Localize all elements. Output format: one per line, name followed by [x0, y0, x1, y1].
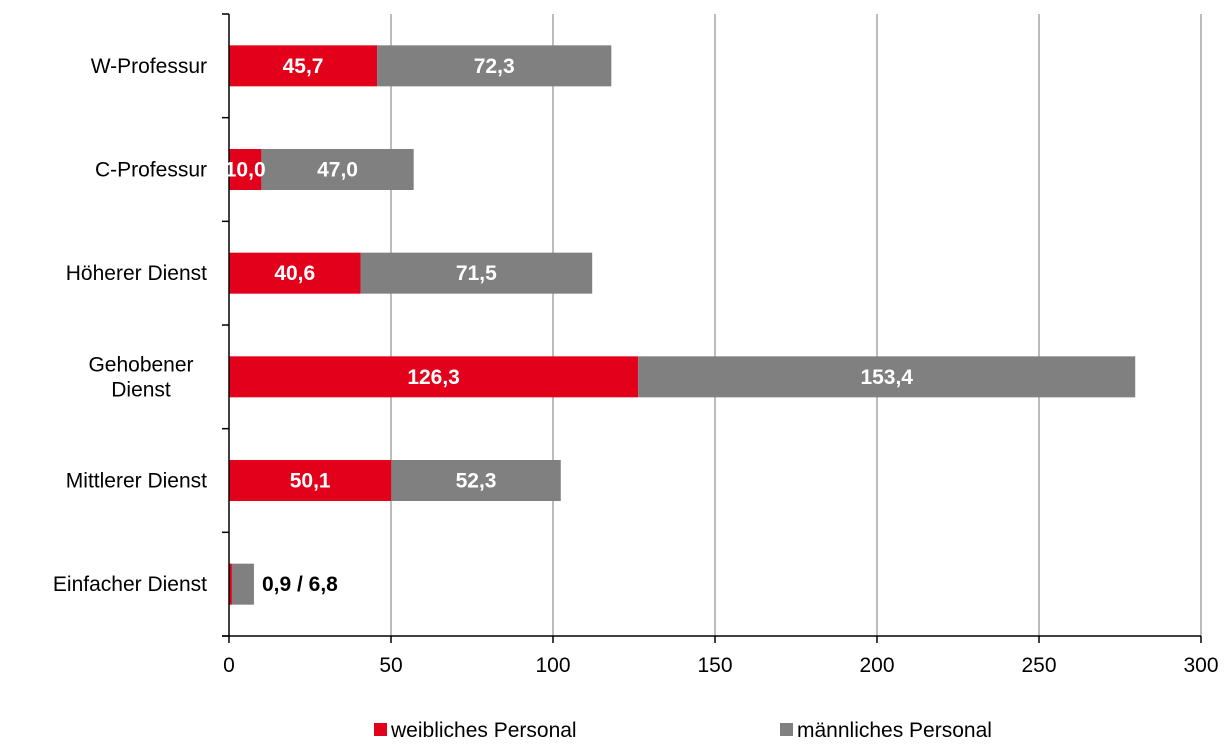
- data-label-male-3: 153,4: [860, 366, 913, 389]
- x-tick-label-0: 0: [223, 654, 235, 677]
- category-label-0: W-Professur: [91, 55, 207, 78]
- x-tick-label-300: 300: [1183, 654, 1218, 677]
- legend-label-female: weibliches Personal: [390, 719, 577, 742]
- data-label-male-0: 72,3: [474, 55, 515, 78]
- category-label-4: Mittlerer Dienst: [66, 470, 207, 493]
- x-tick-label-150: 150: [697, 654, 732, 677]
- x-tick-label-50: 50: [379, 654, 402, 677]
- legend-swatch-male: [780, 723, 793, 736]
- data-label-female-4: 50,1: [290, 470, 331, 493]
- labels: 45,7 72,3 W-Professur 10,0 47,0 C-Professur 40…: [53, 55, 913, 596]
- legend-swatch-female: [374, 723, 387, 736]
- data-label-outside-5: 0,9 / 6,8: [262, 573, 338, 596]
- legend-label-male: männliches Personal: [797, 719, 992, 742]
- data-label-female-0: 45,7: [283, 55, 324, 78]
- category-label-5: Einfacher Dienst: [53, 573, 207, 596]
- data-label-male-2: 71,5: [456, 262, 497, 285]
- data-label-male-1: 47,0: [317, 159, 358, 182]
- legend: weibliches Personal männliches Personal: [374, 719, 992, 742]
- category-label-2: Höherer Dienst: [66, 262, 207, 285]
- data-label-male-4: 52,3: [456, 470, 497, 493]
- data-label-female-1: 10,0: [225, 159, 266, 182]
- bars: [229, 45, 1135, 604]
- x-tick-label-250: 250: [1021, 654, 1056, 677]
- category-label-3: Gehobener Dienst: [88, 353, 193, 401]
- gridlines: [391, 14, 1201, 636]
- x-tick-label-100: 100: [535, 654, 570, 677]
- data-label-female-2: 40,6: [274, 262, 315, 285]
- data-label-female-3: 126,3: [407, 366, 460, 389]
- x-tick-label-200: 200: [859, 654, 894, 677]
- axes: 0 50 100 150 200 250 300: [222, 14, 1219, 677]
- bar-male-5: [232, 564, 254, 605]
- category-label-1: C-Professur: [95, 159, 207, 182]
